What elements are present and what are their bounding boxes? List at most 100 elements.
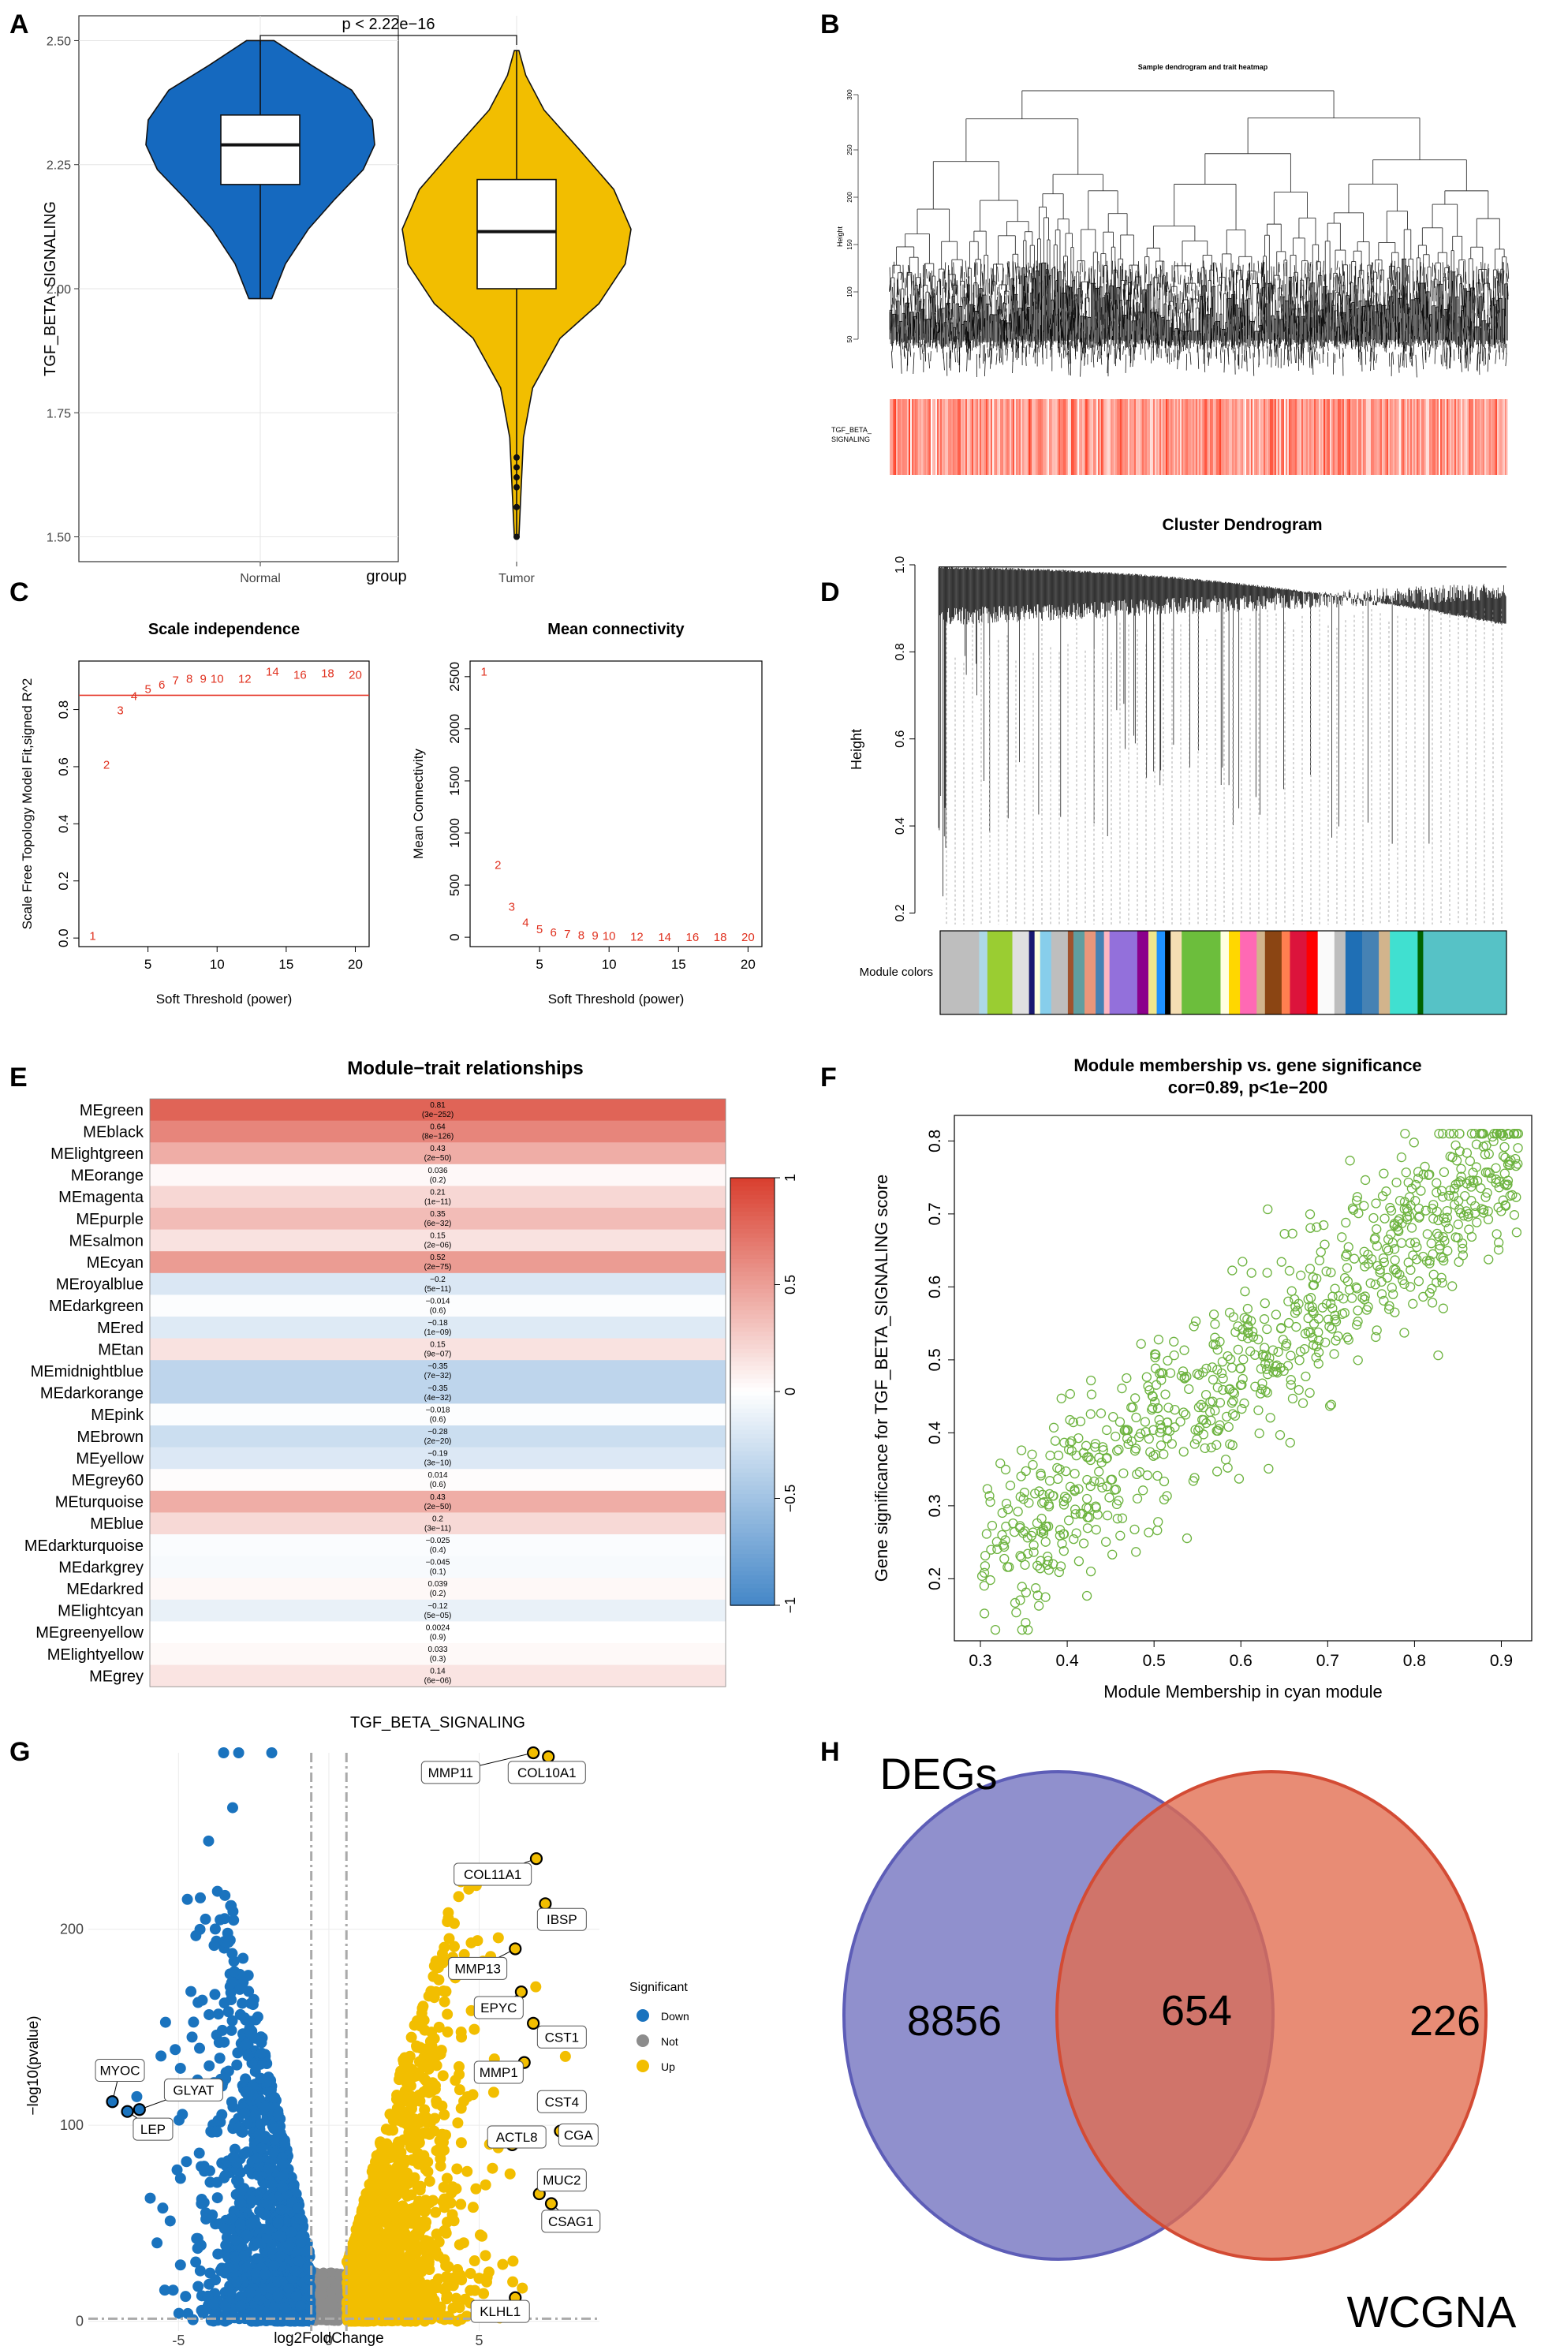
colorbar-segment xyxy=(730,1553,775,1560)
heat-cell xyxy=(1164,399,1166,475)
dendrogram-leaf xyxy=(1316,293,1319,312)
dendrogram-leaf xyxy=(920,298,922,319)
p-value: (0.2) xyxy=(430,1176,446,1185)
dendrogram-leaf xyxy=(961,267,963,278)
heat-cell xyxy=(1186,399,1188,475)
power-label: 16 xyxy=(293,668,307,682)
heat-cell xyxy=(1158,399,1159,475)
heat-cell xyxy=(999,399,1000,475)
dendrogram-leaf xyxy=(1497,310,1499,322)
trait-label: TGF_BETA_ xyxy=(831,426,872,434)
dendrogram-leaf xyxy=(1324,294,1327,312)
heat-cell xyxy=(1174,399,1175,475)
correlation-value: −0.025 xyxy=(426,1537,450,1545)
heat-cell xyxy=(1111,399,1112,475)
heat-cell xyxy=(1047,399,1049,475)
colorbar-segment xyxy=(730,1443,775,1448)
colorbar-segment xyxy=(730,1571,775,1576)
dendrogram-leaf xyxy=(1190,271,1193,281)
dendrogram-leaf xyxy=(1333,277,1335,288)
heat-cell xyxy=(1363,399,1365,475)
dendrogram-leaf xyxy=(1118,338,1120,353)
heat-cell xyxy=(1271,399,1273,475)
heat-cell xyxy=(1122,399,1123,475)
colorbar-segment xyxy=(730,1537,775,1542)
heat-cell xyxy=(907,399,909,475)
dendrogram-leaf xyxy=(1239,265,1241,280)
dendrogram-leaf xyxy=(1070,342,1071,357)
dendrogram-leaf xyxy=(1223,349,1226,373)
colorbar-segment xyxy=(730,1374,775,1380)
heat-cell xyxy=(1265,399,1267,475)
module-label: MEdarkorange xyxy=(40,1385,144,1403)
dendrogram-leaf xyxy=(969,312,971,323)
colorbar-segment xyxy=(730,1369,775,1376)
dendrogram-leaf xyxy=(1038,292,1040,313)
dendrogram-leaf xyxy=(1123,283,1125,306)
correlation-value: 0.0024 xyxy=(426,1623,450,1632)
heat-cell xyxy=(1200,399,1202,475)
dendrogram-leaf xyxy=(1057,278,1058,293)
dendrogram-leaf xyxy=(1163,276,1166,296)
heat-cell xyxy=(150,1229,726,1252)
heat-cell xyxy=(1068,399,1070,475)
module-label: MEyellow xyxy=(76,1450,144,1467)
outlier-point xyxy=(513,474,520,481)
colorbar-segment xyxy=(730,1392,775,1397)
dendrogram-leaf xyxy=(1292,313,1294,334)
panel-letter-g: G xyxy=(9,1737,30,1767)
dendrogram-leaf xyxy=(973,262,976,277)
dendrogram-leaf xyxy=(1436,319,1439,333)
heat-cell xyxy=(1101,399,1103,475)
dendrogram-leaf xyxy=(1488,268,1490,289)
dendrogram-leaf xyxy=(954,282,956,304)
heat-cell xyxy=(1216,399,1218,475)
heat-cell xyxy=(1051,399,1052,475)
dendrogram-leaf xyxy=(1165,285,1167,303)
heat-cell xyxy=(150,1120,726,1143)
heat-cell xyxy=(1038,399,1040,475)
dendrogram-leaf xyxy=(1170,323,1172,346)
dendrogram-leaf xyxy=(924,314,927,334)
dendrogram-leaf xyxy=(1189,332,1191,345)
heat-cell xyxy=(1043,399,1044,475)
heat-cell xyxy=(1013,399,1014,475)
dendrogram-leaf xyxy=(1101,307,1103,325)
colorbar-segment xyxy=(730,1318,775,1324)
dendrogram-leaf xyxy=(926,269,928,279)
heat-cell xyxy=(1207,399,1208,475)
heat-cell xyxy=(1303,399,1305,475)
colorbar-segment xyxy=(730,1348,775,1354)
dendrogram-leaf xyxy=(1339,294,1342,304)
scatter-point xyxy=(999,1553,1010,1564)
heat-cell xyxy=(1126,399,1128,475)
heat-cell xyxy=(150,1164,726,1186)
dendrogram-leaf xyxy=(1096,342,1099,351)
heat-cell xyxy=(1445,399,1447,475)
dendrogram-leaf xyxy=(1435,341,1438,349)
dendrogram-leaf xyxy=(1017,342,1020,358)
chart-subtitle: cor=0.89, p<1e−200 xyxy=(1168,1078,1327,1097)
dendrogram-leaf xyxy=(1159,264,1162,288)
dendrogram-leaf xyxy=(991,274,993,294)
dendrogram-leaf xyxy=(1137,261,1140,278)
dendrogram-leaf xyxy=(1303,284,1305,300)
dendrogram-leaf xyxy=(898,324,900,334)
dendrogram-leaf xyxy=(1387,293,1389,310)
dendrogram-leaf xyxy=(1213,262,1215,285)
dendrogram-leaf xyxy=(1096,318,1098,328)
heat-cell xyxy=(1240,399,1241,475)
dendrogram-leaf xyxy=(988,295,991,307)
heat-cell xyxy=(1260,399,1262,475)
dendrogram-leaf xyxy=(1090,327,1092,339)
colorbar-segment xyxy=(730,1588,775,1593)
heat-cell xyxy=(1426,399,1428,475)
dendrogram-leaf xyxy=(1282,315,1284,332)
heat-cell xyxy=(1328,399,1330,475)
y-tick-label: 1.50 xyxy=(47,532,71,545)
module-color-segment xyxy=(1281,931,1290,1014)
outlier-point xyxy=(513,464,520,471)
dendrogram-leaf xyxy=(1067,329,1070,351)
dendrogram-leaf xyxy=(1197,329,1199,353)
heat-cell xyxy=(1473,399,1475,475)
